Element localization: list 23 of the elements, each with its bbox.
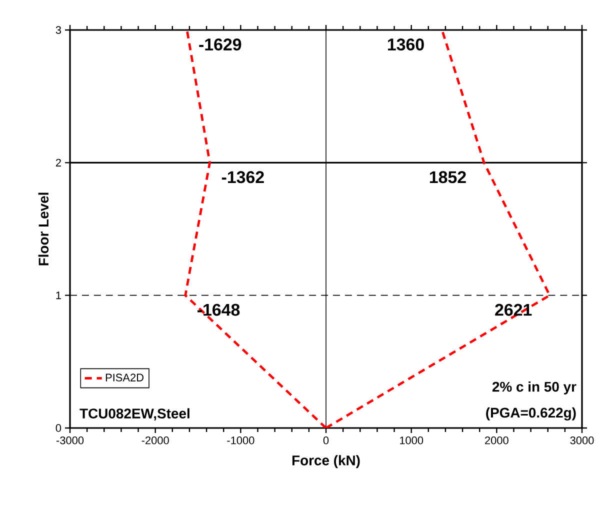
x-tick-label: 1000 bbox=[400, 436, 424, 444]
y-tick-label: 1 bbox=[56, 292, 61, 300]
x-axis-title: Force (kN) bbox=[292, 455, 360, 468]
x-tick-label: 2000 bbox=[485, 436, 508, 444]
annotation: 1852 bbox=[430, 171, 466, 184]
x-tick-label: -3000 bbox=[56, 436, 84, 444]
annotation: 1360 bbox=[388, 38, 424, 51]
y-tick-label: 0 bbox=[56, 424, 62, 432]
x-tick-label: 0 bbox=[323, 436, 329, 444]
x-tick-label: -1000 bbox=[227, 436, 254, 444]
annotation: 2621 bbox=[495, 304, 532, 316]
annotation: -1362 bbox=[222, 171, 264, 184]
x-tick-label: 3000 bbox=[570, 436, 594, 444]
y-tick-label: 2 bbox=[56, 158, 61, 166]
y-tick-label: 3 bbox=[56, 26, 62, 34]
y-axis-title: Floor Level bbox=[38, 192, 49, 266]
annotation: -1629 bbox=[199, 38, 242, 50]
annotation: 2% c in 50 yr bbox=[492, 381, 576, 394]
annotation: (PGA=0.622g) bbox=[486, 407, 576, 420]
x-tick-label: -2000 bbox=[142, 436, 169, 444]
legend-label: PISA2D bbox=[106, 374, 144, 382]
annotation: -1648 bbox=[198, 304, 240, 316]
annotation: TCU082EW,Steel bbox=[80, 408, 190, 420]
